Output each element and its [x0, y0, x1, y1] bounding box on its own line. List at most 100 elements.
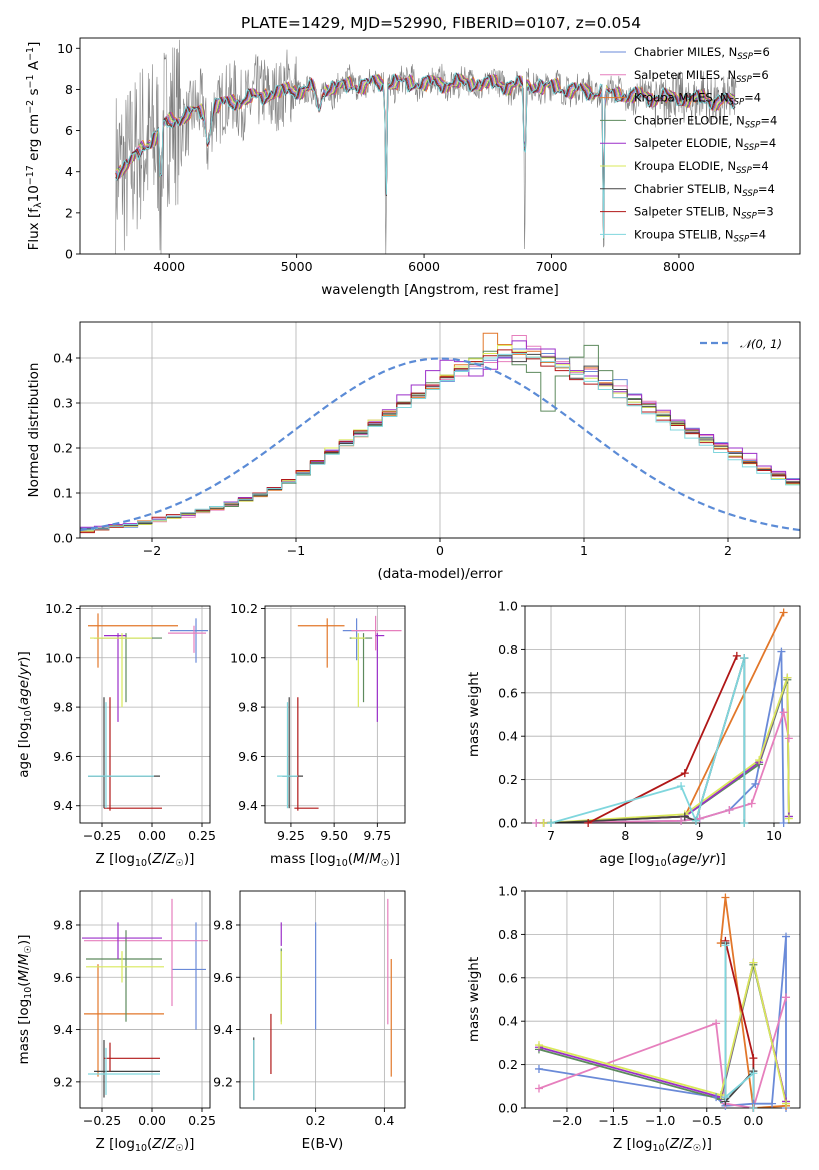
x-tick-label: 0.00: [138, 1113, 166, 1128]
plot-area: [536, 612, 790, 823]
weight-line-c6: [538, 962, 787, 1104]
label-part: yr: [701, 851, 717, 867]
y-tick-label: 0: [65, 247, 73, 262]
y-tick-label: 0.6: [498, 685, 518, 700]
legend-text-part: SSP: [742, 189, 758, 199]
y-tick-label: 9.2: [213, 1074, 233, 1089]
x-axis-label: (data-model)/error: [377, 566, 503, 582]
label-part: A: [26, 60, 42, 74]
label-part: /: [162, 1136, 167, 1152]
y-tick-label: 1.0: [498, 599, 518, 614]
y-tick-label: 0.0: [498, 1101, 518, 1116]
label-part: Z: [683, 1136, 694, 1152]
y-tick-label: 0.8: [498, 642, 518, 657]
label-part: −1: [25, 74, 36, 88]
weight-marker-c1: [768, 1099, 777, 1108]
x-tick-label: 0.25: [188, 828, 216, 843]
weight-marker-c2: [532, 819, 541, 827]
x-tick-label: 7: [547, 828, 555, 843]
axes-frame: [524, 890, 801, 1109]
label-part: λ: [33, 202, 44, 208]
label-part: −1: [25, 47, 36, 61]
age-vs-Z-panel: −0.25 0.00 0.259.49.69.810.010.2Z [log10(Z…: [16, 601, 216, 869]
weight-marker-c6: [782, 1099, 791, 1108]
plot-area: [88, 613, 208, 811]
legend-text-part: =6: [752, 68, 769, 82]
legend-entry: 𝒩(0, 1): [740, 337, 782, 351]
y-axis-label: mass weight: [466, 672, 482, 757]
y-tick-label: 0.4: [53, 351, 73, 366]
histogram-c5: [80, 340, 800, 528]
y-tick-label: 0.0: [498, 816, 518, 831]
weight-marker-c8: [584, 819, 593, 827]
model-spectrum-c9: [115, 71, 736, 239]
weight-marker-c2: [725, 805, 734, 814]
model-spectrum-c4: [115, 73, 736, 240]
model-spectrum-c2: [115, 73, 736, 236]
y-tick-label: 4: [65, 164, 73, 179]
label-part: /: [162, 851, 167, 867]
y-tick-label: 6: [65, 123, 73, 138]
legend-text-part: SSP: [729, 98, 745, 108]
y-tick-label: 10.2: [230, 601, 258, 616]
plot-area: [253, 898, 392, 1101]
x-tick-label: 5000: [281, 259, 313, 274]
label-part: Z [log: [96, 851, 135, 867]
label-part: age [log: [599, 851, 654, 867]
y-tick-label: 9.4: [213, 1022, 233, 1037]
y-tick-label: 0.4: [498, 729, 518, 744]
label-part: 10: [26, 185, 42, 202]
y-tick-label: 9.2: [53, 1074, 73, 1089]
figure-title: PLATE=1429, MJD=52990, FIBERID=0107, z=0…: [241, 14, 641, 32]
label-part: Z [log: [96, 1136, 135, 1152]
legend-text-part: =4: [758, 182, 775, 196]
legend-text-part: =3: [757, 205, 774, 219]
y-tick-label: 9.6: [53, 749, 73, 764]
axes-frame: [79, 321, 801, 539]
label-part: mass [log: [270, 851, 336, 867]
y-axis-label: age [log10(age/yr)]: [16, 651, 34, 777]
weight-marker-c1: [534, 1064, 543, 1073]
legend-entry: Chabrier STELIB, NSSP=4: [634, 182, 775, 199]
label-part: age [log: [16, 722, 32, 777]
label-part: Z: [151, 851, 162, 867]
weight-line-c9: [724, 945, 755, 1108]
x-tick-label: −2.0: [552, 1113, 582, 1128]
y-axis-label: mass weight: [466, 957, 482, 1042]
weight-marker-c6: [749, 958, 758, 967]
label-part: (: [147, 851, 152, 867]
residual-panel: −2 −1 0 1 2 0.0 0.1 0.2 0.3 0.4 𝒩(0, 1) (data-model…: [26, 321, 801, 582]
y-tick-label: 0.4: [498, 1014, 518, 1029]
weight-marker-c2: [534, 1084, 543, 1093]
axes-frame: [79, 605, 211, 824]
legend-text-part: Chabrier MILES, N: [634, 45, 737, 59]
age-vs-mass-panel: 9.25 9.50 9.75 9.4 9.6 9.8 10.0 10.2 mass [log10…: [230, 601, 406, 869]
label-part: yr: [16, 660, 32, 676]
mass-vs-ebv-panel: 0.2 0.4 9.2 9.4 9.6 9.8 E(B-V): [213, 890, 406, 1152]
label-part: (: [147, 1136, 152, 1152]
y-tick-label: 2: [65, 205, 73, 220]
label-part: 10: [135, 1143, 147, 1154]
label-part: /: [16, 675, 32, 680]
x-tick-label: 1: [580, 543, 588, 558]
legend-text-part: SSP: [737, 52, 753, 62]
legend-entry: Kroupa STELIB, NSSP=4: [634, 227, 766, 244]
plot-area: [115, 39, 737, 254]
mass-vs-Z-panel: −0.25 0.00 0.259.29.49.69.8Z [log10(Z/Z☉)]…: [16, 890, 216, 1154]
legend-entry: Salpeter ELODIE, NSSP=4: [634, 136, 776, 153]
label-part: 10: [23, 987, 34, 999]
y-tick-label: 0.6: [498, 970, 518, 985]
x-axis-label: mass [log10(M/M☉)]: [270, 851, 400, 869]
y-tick-label: 10: [57, 41, 73, 56]
label-part: (: [16, 705, 32, 710]
weight-marker-c2: [779, 708, 788, 717]
weight-marker-c1: [751, 779, 760, 788]
x-tick-label: 9.25: [277, 828, 305, 843]
weight-marker-c6: [784, 814, 793, 823]
weight-marker-c8: [732, 651, 741, 660]
weight-marker-c3: [721, 893, 730, 902]
weight-marker-c1: [777, 647, 786, 656]
legend-text-part: =6: [753, 45, 770, 59]
y-tick-label: 0.8: [498, 927, 518, 942]
